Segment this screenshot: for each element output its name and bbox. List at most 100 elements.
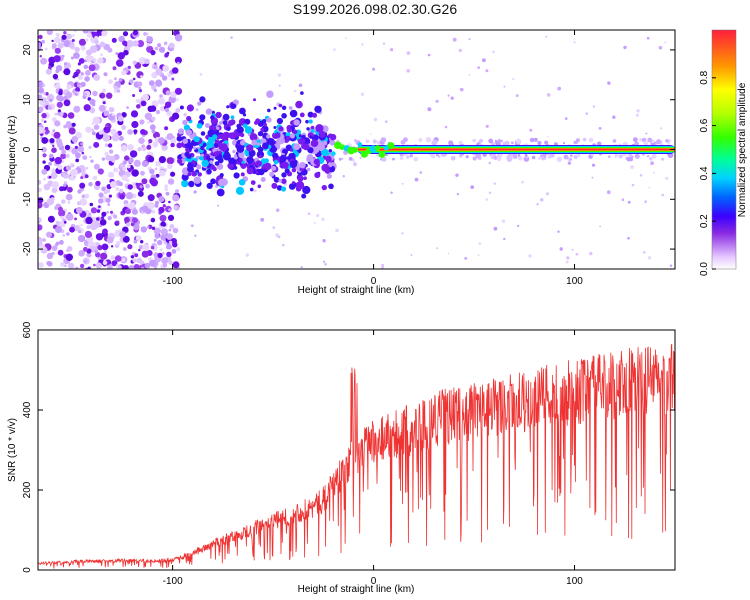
spectrogram-cell xyxy=(544,157,547,160)
colorbar-tick-label: 0.0 xyxy=(699,262,710,276)
spectrogram-cell xyxy=(240,172,245,177)
spectrogram-cell xyxy=(321,184,327,191)
spectrogram-cell xyxy=(46,261,51,266)
spectrogram-cell xyxy=(281,172,287,178)
spectrogram-cell xyxy=(106,236,114,244)
spectrogram-cell xyxy=(661,193,664,197)
spectrogram-cell xyxy=(54,205,59,210)
spectrogram-cell xyxy=(80,142,84,146)
spectrogram-cell xyxy=(117,130,122,136)
spectrogram-cell xyxy=(160,228,168,236)
spectrogram-cell xyxy=(288,152,296,161)
spectrogram-cell xyxy=(169,224,175,229)
spectrogram-cell xyxy=(214,143,219,148)
spectrogram-cell xyxy=(139,119,145,125)
spectrogram-cell xyxy=(175,107,181,113)
spectrogram-cell xyxy=(98,198,104,204)
spectrogram-cell xyxy=(360,150,368,158)
spectrogram-cell xyxy=(157,252,163,259)
spectrogram-cell xyxy=(115,59,124,67)
spectrogram-cell xyxy=(390,191,393,194)
spectrogram-cell xyxy=(132,258,137,263)
spectrogram-cell xyxy=(612,139,617,143)
spectrogram-cell xyxy=(164,107,169,113)
spectrogram-cell xyxy=(307,111,314,118)
spectrogram-cell xyxy=(153,238,157,242)
spectrogram-cell xyxy=(162,65,170,72)
spectrogram-cell xyxy=(540,198,544,202)
spectrogram-cell xyxy=(171,249,177,254)
spectrogram-cell xyxy=(121,112,127,118)
spectrogram-cell xyxy=(93,263,96,267)
spectrogram-cell xyxy=(88,182,93,187)
spectrogram-cell xyxy=(172,194,180,202)
spectrogram-cell xyxy=(643,251,646,254)
spectrogram-cell xyxy=(288,106,293,110)
spectrogram-cell xyxy=(273,160,279,165)
spectrogram-cell xyxy=(249,187,254,192)
spectrogram-cell xyxy=(387,142,395,150)
spectrogram-cell xyxy=(158,169,166,177)
spectrogram-cell xyxy=(629,157,633,162)
spectrogram-cell xyxy=(89,98,96,105)
spectrogram-cell xyxy=(668,139,672,143)
spectrogram-cell xyxy=(137,81,143,87)
spectrogram-cell xyxy=(119,189,124,194)
spectrogram-cell xyxy=(351,158,356,162)
spectrogram-cell xyxy=(557,86,562,91)
spectrogram-cell xyxy=(166,233,173,241)
spectrogram-cell xyxy=(140,129,146,135)
spectrogram-cell xyxy=(63,220,67,224)
spectrogram-cell xyxy=(302,185,311,195)
spectrogram-cell xyxy=(55,32,60,38)
spectrogram-cell xyxy=(627,236,630,240)
spectrogram-cell xyxy=(154,167,158,171)
spectrogram-cell xyxy=(266,117,272,123)
snr-ytick-label: 400 xyxy=(22,401,33,418)
spectrogram-cell xyxy=(61,34,67,40)
spectrogram-cell xyxy=(58,206,63,212)
spectrogram-cell xyxy=(111,37,117,43)
spectrogram-cell xyxy=(321,163,330,172)
spectrogram-cell xyxy=(93,141,100,148)
spectrogram-cell xyxy=(81,194,86,199)
spectrogram-cell xyxy=(138,86,142,90)
spectrogram-cell xyxy=(103,127,107,130)
spectrogram-cell xyxy=(472,139,476,142)
spectrogram-cell xyxy=(41,168,48,175)
spectrogram-cell xyxy=(50,197,55,202)
spectrogram-cell xyxy=(151,100,159,108)
spectrogram-cell xyxy=(236,128,242,133)
spectrogram-cell xyxy=(311,146,320,155)
spectrogram-cell xyxy=(300,91,304,95)
spectrogram-xlabel: Height of straight line (km) xyxy=(298,285,415,296)
spectrogram-cell xyxy=(299,112,305,118)
spectrogram-cell xyxy=(585,112,588,115)
spectrogram-cell xyxy=(67,112,75,119)
colorbar-ticks: 0.0 0.2 0.4 0.6 0.8 xyxy=(699,70,716,276)
spectrogram-cell xyxy=(165,243,172,250)
spectrogram-cell xyxy=(49,138,55,144)
spectrogram-cell xyxy=(66,84,72,90)
spectrogram-cell xyxy=(468,74,471,76)
spectrogram-cell xyxy=(88,145,92,150)
spectrogram-cell xyxy=(97,60,101,64)
spectrogram-cell xyxy=(136,104,141,109)
spectrogram-cell xyxy=(103,72,108,77)
spectrogram-cell xyxy=(132,217,138,224)
spectrogram-cell xyxy=(658,45,663,50)
spectrogram-cell xyxy=(51,147,57,153)
spectrogram-cell xyxy=(125,192,134,200)
spectrogram-cell xyxy=(168,42,175,49)
spectrogram-cell xyxy=(110,255,116,260)
spectrogram-cell xyxy=(42,84,46,87)
spectrogram-cell xyxy=(159,248,163,252)
spectrogram-cell xyxy=(151,129,156,134)
spectrogram-cell xyxy=(155,110,160,115)
spectrogram-cell xyxy=(51,187,58,194)
spectrogram-cell xyxy=(113,214,118,219)
colorbar-tick-label: 0.2 xyxy=(699,214,710,228)
spectrogram-cell xyxy=(64,144,71,151)
spectrogram-cell xyxy=(202,142,207,147)
spectrogram-cell xyxy=(153,88,157,92)
